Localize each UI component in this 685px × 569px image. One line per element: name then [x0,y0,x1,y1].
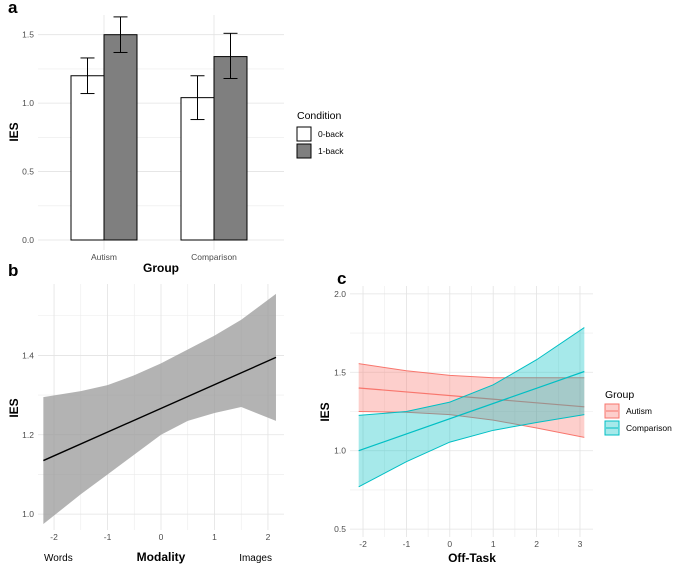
y-tick-label: 1.0 [334,446,346,456]
x-axis-title: Modality [137,550,186,564]
x-tick-label: 1 [491,539,496,549]
x-tick-label: 3 [578,539,583,549]
x-tick-label: 1 [212,532,217,542]
x-tick-label: 0 [159,532,164,542]
x-tick-label: Autism [91,252,117,262]
y-tick-label: 0.5 [334,524,346,534]
panel-letter-a: a [8,0,18,17]
y-tick-label: 2.0 [334,289,346,299]
legend-key-1-back [297,144,311,158]
panel-c-line-chart: -2 -1 0 1 2 3 0.5 1.0 1.5 2.0 Off-Task IES Group Auti… [318,286,672,565]
legend-title: Group [605,389,634,401]
x-tick-label: -2 [359,539,367,549]
bar-comparison-1-back [214,57,247,240]
bar-autism-1-back [104,35,137,240]
y-axis-title: IES [7,398,21,417]
x-tick-label: -1 [104,532,112,542]
x-end-label-words: Words [44,553,73,564]
y-tick-label: 1.0 [22,98,34,108]
panel-letter-b: b [8,261,18,280]
panel-a-bar-chart: 0.0 0.5 1.0 1.5 Autism Comparison Group IES Cond… [7,15,344,275]
panel-letter-c: c [337,269,346,288]
x-tick-label: 2 [534,539,539,549]
x-axis-title: Off-Task [448,551,496,565]
legend-key-0-back [297,127,311,141]
y-axis-title: IES [7,122,21,141]
y-tick-label: 0.5 [22,167,34,177]
legend-label: 1-back [318,146,344,156]
x-tick-label: Comparison [191,252,237,262]
y-tick-label: 1.5 [22,30,34,40]
legend-label: Autism [626,406,652,416]
panel-b-line-chart: -2 -1 0 1 2 1.0 1.2 1.4 Words Images Modality IES [7,284,284,564]
figure-canvas: a b c 0.0 0.5 1.0 1.5 Autism Comparison Group I… [0,0,685,569]
x-tick-label: 0 [447,539,452,549]
x-tick-label: -2 [50,532,58,542]
y-tick-label: 1.4 [22,350,34,360]
y-tick-label: 1.0 [22,509,34,519]
y-tick-label: 1.2 [22,430,34,440]
y-axis-title: IES [318,402,332,421]
x-axis-title: Group [143,261,179,275]
legend-title: Condition [297,110,342,122]
x-tick-label: 2 [266,532,271,542]
y-tick-label: 1.5 [334,367,346,377]
x-tick-label: -1 [403,539,411,549]
y-tick-label: 0.0 [22,235,34,245]
legend-label: Comparison [626,423,672,433]
bar-autism-0-back [71,76,104,240]
legend-label: 0-back [318,129,344,139]
x-end-label-images: Images [239,553,272,564]
